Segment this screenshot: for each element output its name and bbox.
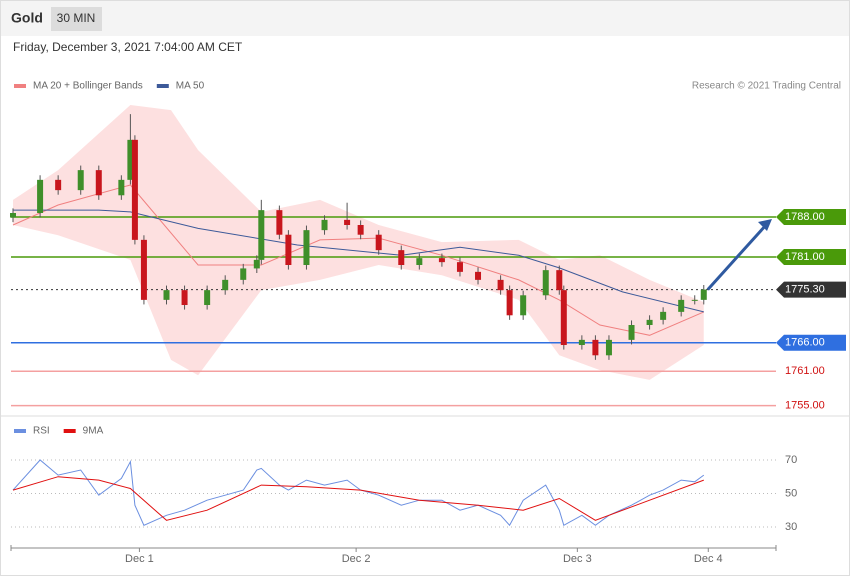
level-tag xyxy=(776,281,846,298)
candle-body xyxy=(357,224,364,235)
projection-arrowhead xyxy=(758,218,772,231)
candle-body xyxy=(321,219,328,231)
y-tick-label: 70 xyxy=(785,454,797,466)
candle-body xyxy=(678,299,685,312)
legend-swatch xyxy=(14,84,26,88)
timeframe-label[interactable]: 30 MIN xyxy=(57,11,96,25)
candle-body xyxy=(660,311,667,320)
candle-body xyxy=(456,262,463,272)
legend-swatch xyxy=(63,429,76,433)
legend-swatch xyxy=(14,429,26,433)
level-label: 1788.00 xyxy=(785,211,825,223)
candle-body xyxy=(398,250,405,266)
candle-body xyxy=(276,210,283,235)
candle-body xyxy=(222,279,229,291)
candle-body xyxy=(628,325,635,340)
legend-label: 9MA xyxy=(83,426,104,437)
level-tag xyxy=(776,208,846,225)
candle-body xyxy=(700,289,707,300)
candle-body xyxy=(542,270,549,296)
level-label: 1781.00 xyxy=(785,251,825,263)
legend-label: MA 20 + Bollinger Bands xyxy=(33,81,143,92)
x-tick-label: Dec 3 xyxy=(563,553,592,565)
candle-body xyxy=(118,179,125,196)
candle-body xyxy=(253,259,260,269)
source: Research © 2021 Trading Central xyxy=(692,81,841,92)
candle-body xyxy=(375,234,382,251)
bollinger-band xyxy=(13,104,704,380)
candle-body xyxy=(204,290,211,306)
candle-body xyxy=(163,290,170,300)
legend-swatch xyxy=(156,84,169,88)
candle-body xyxy=(506,290,513,316)
candle-body xyxy=(240,268,247,280)
candle-body xyxy=(10,212,16,218)
legend-label: MA 50 xyxy=(176,81,205,92)
level-label: 1775.30 xyxy=(785,283,825,295)
candle-body xyxy=(303,230,310,266)
candle-body xyxy=(691,299,698,301)
instrument-title: Gold xyxy=(11,10,43,26)
projection-arrow xyxy=(706,223,768,291)
candle-body xyxy=(605,339,612,356)
candle-body xyxy=(258,210,265,260)
x-tick-label: Dec 4 xyxy=(694,553,723,565)
candle-body xyxy=(181,290,188,306)
candle-body xyxy=(646,319,653,326)
legend-label: RSI xyxy=(33,426,50,437)
x-tick-label: Dec 1 xyxy=(125,553,154,565)
level-label: 1755.00 xyxy=(785,399,825,411)
level-tag xyxy=(776,249,846,265)
level-tag xyxy=(776,334,846,351)
x-tick-label: Dec 2 xyxy=(342,553,371,565)
candle-body xyxy=(520,295,527,316)
level-label: 1761.00 xyxy=(785,365,825,377)
candle-body xyxy=(285,234,292,266)
candle-body xyxy=(127,139,134,180)
y-tick-label: 50 xyxy=(785,487,797,499)
candle-body xyxy=(55,179,62,191)
y-tick-label: 30 xyxy=(785,521,797,533)
candle-body xyxy=(37,179,44,213)
candle-body xyxy=(556,270,563,291)
candle-body xyxy=(140,239,147,300)
candle-body xyxy=(560,290,567,346)
header-bar xyxy=(1,1,849,36)
level-label: 1766.00 xyxy=(785,337,825,349)
candle-body xyxy=(438,258,445,263)
candle-body xyxy=(592,339,599,356)
timeframe-tab[interactable] xyxy=(51,7,102,31)
candle-body xyxy=(95,170,102,196)
candle-body xyxy=(578,339,585,346)
candle-body xyxy=(497,279,504,291)
rsi-line xyxy=(12,476,704,521)
candle-body xyxy=(344,219,351,225)
date: Friday, December 3, 2021 7:04:00 AM CET xyxy=(13,40,243,54)
candle-body xyxy=(77,170,84,191)
candle-body xyxy=(416,258,423,266)
candle-body xyxy=(475,271,482,280)
candle-body xyxy=(131,139,138,240)
